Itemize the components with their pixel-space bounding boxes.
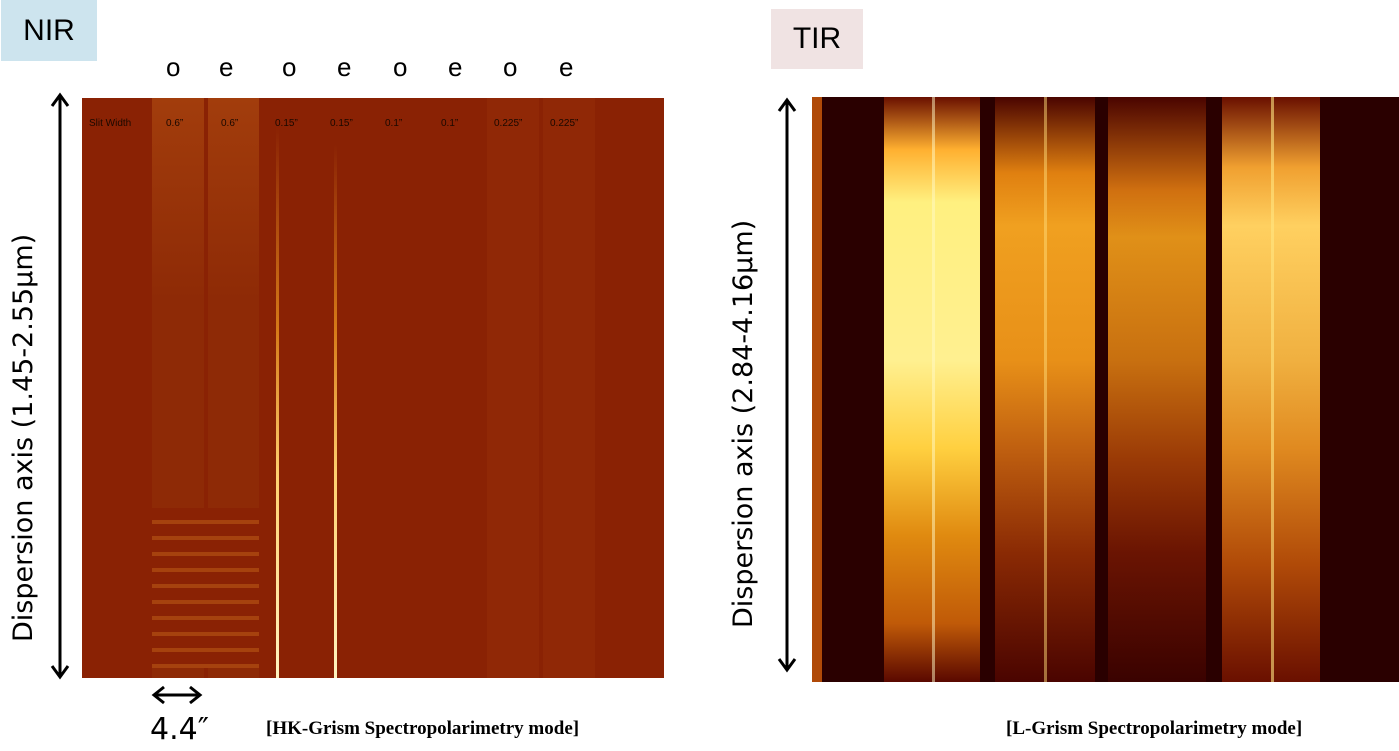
spectrum-trace xyxy=(334,98,337,678)
tir-dispersion-arrow-icon xyxy=(777,97,797,673)
nir-mode-caption: [HK-Grism Spectropolarimetry mode] xyxy=(266,718,580,739)
slit-width-header: Slit Width xyxy=(89,118,132,129)
slit-band xyxy=(1108,97,1206,682)
tir-detector-image xyxy=(812,97,1399,682)
spectrum-trace xyxy=(276,98,279,678)
slit-width-label: 0.6” xyxy=(166,118,184,129)
slit-width-label: 0.15” xyxy=(275,118,298,129)
beam-label-o: o xyxy=(393,52,408,82)
nir-detector-image: Slit Width 0.6” 0.6” 0.15” 0.15” 0.1” 0.… xyxy=(82,98,664,678)
nir-axis-label: Dispersion axis (1.45-2.55μm) xyxy=(8,233,39,642)
slit-band xyxy=(543,98,595,678)
beam-label-o: o xyxy=(282,52,297,82)
slit-band xyxy=(487,98,539,678)
spectrum-trace xyxy=(1044,97,1047,682)
tir-panel-tag: TIR xyxy=(771,9,863,69)
slit-length-label: 4.4″ xyxy=(150,712,209,747)
nir-panel-tag: NIR xyxy=(1,0,97,61)
slit-width-label: 0.1” xyxy=(385,118,403,129)
beam-label-e: e xyxy=(219,52,234,82)
edge-band xyxy=(812,97,822,682)
nir-dispersion-arrow-icon xyxy=(50,92,70,680)
beam-label-e: e xyxy=(559,52,574,82)
tir-tag-label: TIR xyxy=(792,22,842,55)
beam-label-o: o xyxy=(503,52,518,82)
slit-width-label: 0.1” xyxy=(441,118,459,129)
nir-tag-label: NIR xyxy=(23,13,75,47)
beam-label-o: o xyxy=(166,52,181,82)
tir-axis-label: Dispersion axis (2.84-4.16μm) xyxy=(728,219,759,628)
slit-length-arrow-icon xyxy=(151,685,203,705)
beam-label-e: e xyxy=(337,52,352,82)
beam-label-e: e xyxy=(448,52,463,82)
spectrum-trace xyxy=(932,97,935,682)
slit-width-label: 0.225” xyxy=(550,118,579,129)
tir-mode-caption: [L-Grism Spectropolarimetry mode] xyxy=(1006,718,1303,739)
spectrum-trace xyxy=(1271,97,1274,682)
slit-width-label: 0.6” xyxy=(221,118,239,129)
slit-width-label: 0.15” xyxy=(330,118,353,129)
absorption-bands xyxy=(152,508,259,668)
slit-width-label: 0.225” xyxy=(494,118,523,129)
